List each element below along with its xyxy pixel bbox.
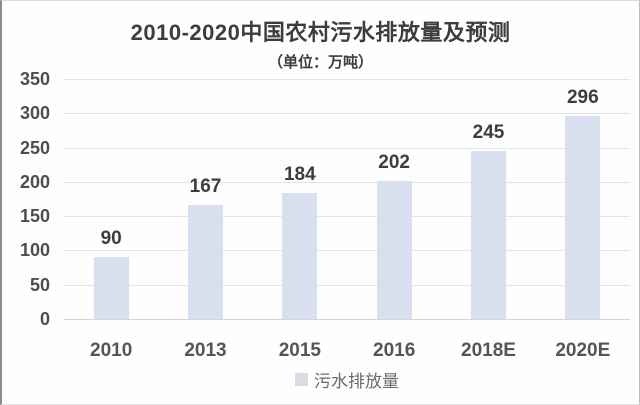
y-tick-label: 250 xyxy=(19,137,50,158)
x-axis: 2010 2013 2015 2016 2018E 2020E xyxy=(64,339,630,365)
x-tick-label: 2020E xyxy=(555,340,611,361)
gridline xyxy=(64,250,630,252)
x-tick-label: 2016 xyxy=(373,340,416,361)
x-tick-label: 2015 xyxy=(278,340,321,361)
x-tick-label: 2013 xyxy=(184,340,227,361)
y-tick-label: 150 xyxy=(19,206,50,227)
gridline xyxy=(64,79,630,80)
plot-area: 90 167 184 202 245 296 xyxy=(64,79,630,320)
legend: 污水排放量 xyxy=(64,367,630,392)
bar-value-label: 296 xyxy=(566,87,599,109)
y-axis: 0 50 100 150 200 250 300 350 xyxy=(2,1,50,404)
bar-value-label: 184 xyxy=(283,163,316,185)
gridline xyxy=(64,181,630,183)
y-tick-label: 200 xyxy=(19,171,50,192)
gridline xyxy=(64,113,630,115)
gridline xyxy=(64,147,630,149)
bar-2020E xyxy=(565,116,601,319)
bar-2018E xyxy=(471,151,506,319)
bar-2010 xyxy=(93,257,129,319)
bar-2015 xyxy=(282,192,318,319)
bar-value-label: 167 xyxy=(189,175,222,197)
y-tick-label: 100 xyxy=(19,240,50,261)
bar-value-label: 202 xyxy=(378,151,410,173)
gridline xyxy=(64,284,630,286)
legend-swatch-icon xyxy=(295,373,308,386)
chart-title: 2010-2020中国农村污水排放量及预测 xyxy=(130,20,511,45)
chart-subtitle: （单位：万吨） xyxy=(267,54,373,71)
bar-2016 xyxy=(376,180,412,319)
legend-label: 污水排放量 xyxy=(314,372,399,391)
y-tick-label: 300 xyxy=(19,103,50,124)
bar-2013 xyxy=(188,204,223,319)
y-tick-label: 350 xyxy=(19,69,50,89)
x-tick-label: 2018E xyxy=(461,340,516,361)
y-tick-label: 50 xyxy=(29,274,50,295)
y-tick-label: 0 xyxy=(39,309,50,329)
gridline xyxy=(64,216,630,218)
x-axis-line xyxy=(64,319,630,320)
bar-value-label: 245 xyxy=(472,122,505,143)
x-tick-label: 2010 xyxy=(90,340,133,361)
bar-value-label: 90 xyxy=(100,228,122,250)
